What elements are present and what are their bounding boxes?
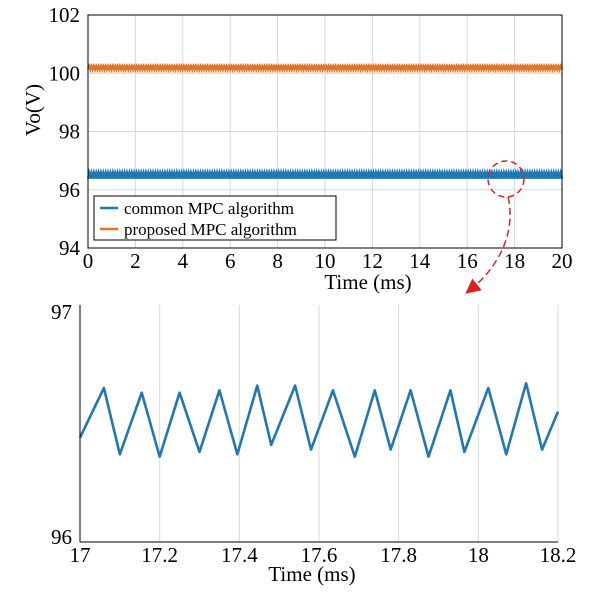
top-x-tick-label: 10 (315, 249, 336, 273)
top-y-tick-label: 98 (59, 120, 80, 144)
top-y-tick-label: 100 (49, 61, 81, 85)
bottom-x-tick-label: 18.2 (540, 543, 577, 567)
bottom-x-ticks: 17 17.2 17.4 17.6 17.8 18 18.2 (70, 543, 577, 567)
zoom-arrow (465, 196, 511, 294)
bottom-y-ticks: 96 97 (51, 300, 72, 549)
top-grid (88, 15, 562, 248)
top-chart: 0 2 4 6 8 10 12 14 16 18 20 94 96 98 100 102 Time (ms)… (21, 3, 573, 294)
legend-box (93, 195, 337, 241)
top-series-line-common (86, 167, 564, 179)
bottom-y-tick-label: 96 (51, 525, 72, 549)
top-x-tick-label: 8 (272, 249, 283, 273)
top-x-tick-label: 0 (83, 249, 94, 273)
bottom-chart: 17 17.2 17.4 17.6 17.8 18 18.2 96 97 Time (ms) (51, 300, 576, 586)
bottom-series-line (78, 381, 560, 458)
top-plot-frame (87, 14, 563, 249)
top-y-axis-label: Vo(V) (21, 84, 45, 136)
bottom-x-axis-label: Time (ms) (268, 562, 355, 586)
bottom-series-group (78, 381, 560, 458)
bottom-x-tick-label: 17.4 (221, 543, 258, 567)
bottom-x-tick-label: 17.2 (141, 543, 178, 567)
top-series-group (86, 63, 564, 179)
top-series-line-proposed (86, 63, 564, 74)
top-x-tick-label: 2 (130, 249, 141, 273)
bottom-x-tick-label: 17 (70, 543, 91, 567)
top-y-tick-label: 96 (59, 178, 80, 202)
top-y-tick-label: 102 (49, 3, 81, 27)
bottom-x-tick-label: 17.6 (301, 543, 338, 567)
bottom-x-tick-label: 18 (468, 543, 489, 567)
top-y-ticks: 94 96 98 100 102 (49, 3, 81, 260)
top-x-tick-label: 14 (409, 249, 431, 273)
legend: common MPC algorithm proposed MPC algori… (93, 195, 337, 241)
top-x-ticks: 0 2 4 6 8 10 12 14 16 18 20 (83, 249, 573, 273)
top-y-tick-label: 94 (59, 236, 81, 260)
top-x-tick-label: 20 (552, 249, 573, 273)
legend-label-common: common MPC algorithm (124, 199, 294, 218)
zoom-region-ellipse (487, 160, 525, 198)
top-x-tick-label: 18 (504, 249, 525, 273)
top-x-tick-label: 16 (457, 249, 478, 273)
top-x-tick-label: 6 (225, 249, 236, 273)
legend-label-proposed: proposed MPC algorithm (124, 220, 297, 239)
top-x-axis-label: Time (ms) (324, 270, 411, 294)
top-x-tick-label: 4 (178, 249, 189, 273)
bottom-y-tick-label: 97 (51, 300, 72, 324)
top-x-tick-label: 12 (362, 249, 383, 273)
bottom-x-tick-label: 17.8 (380, 543, 417, 567)
